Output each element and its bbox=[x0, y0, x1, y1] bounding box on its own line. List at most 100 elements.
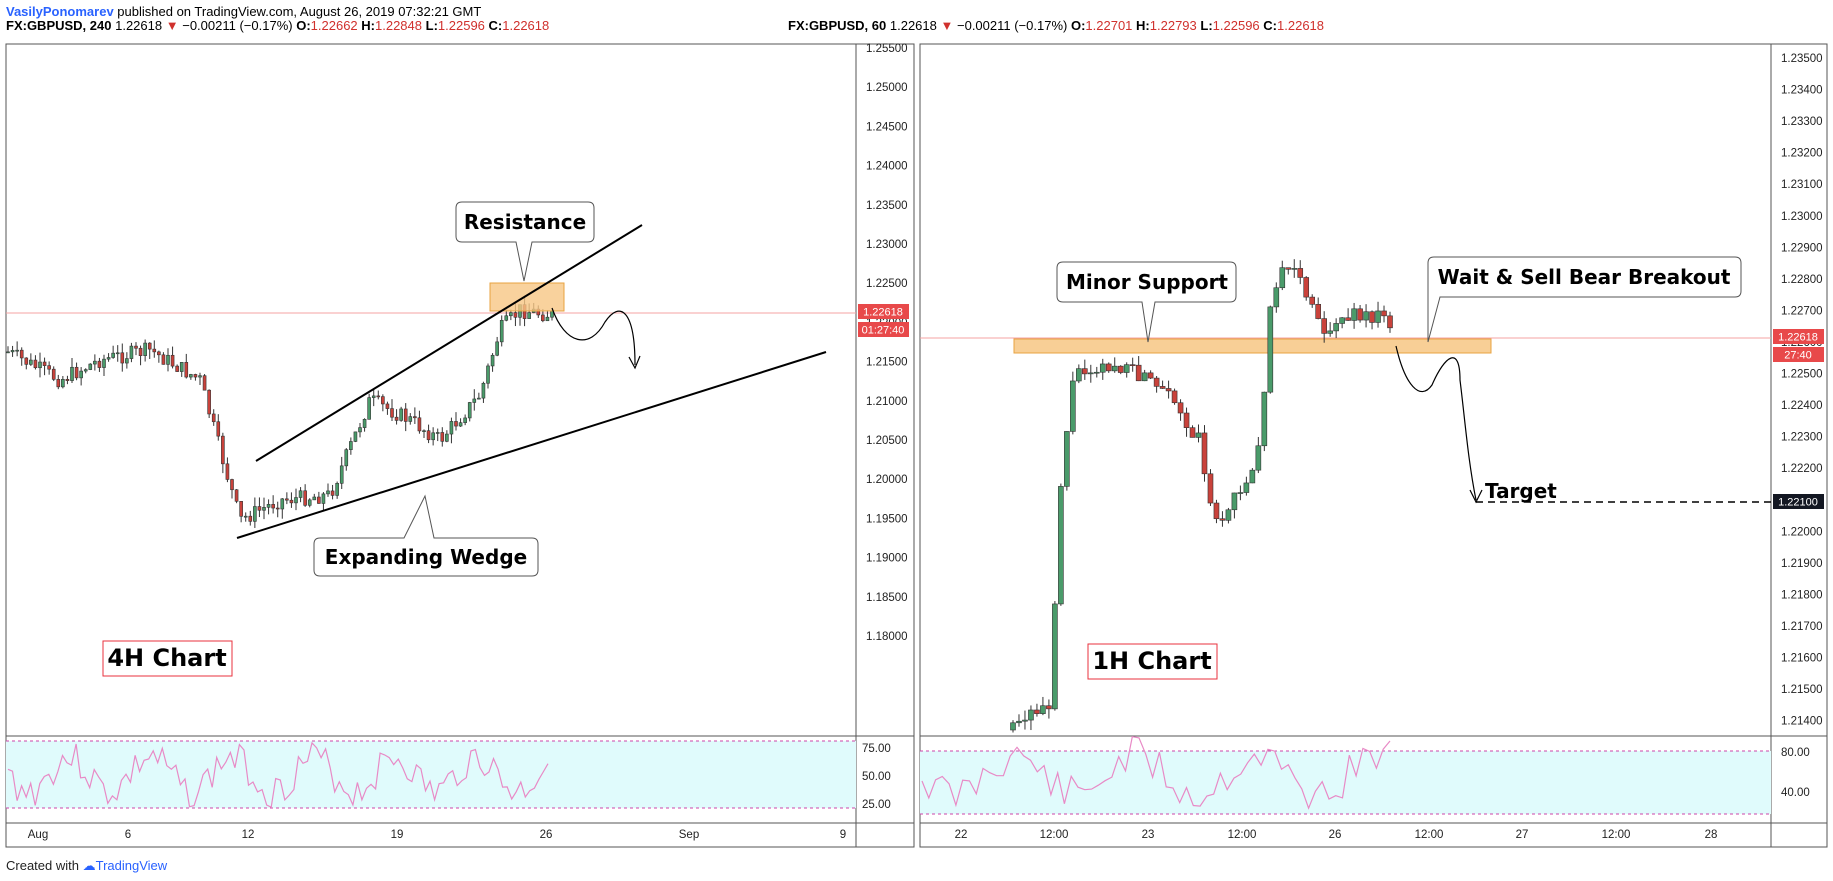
c-label: C: bbox=[1263, 18, 1278, 33]
candle-down bbox=[381, 396, 385, 405]
candle-down bbox=[24, 357, 29, 365]
l-1h: 1.22596 bbox=[1212, 18, 1260, 33]
price-tick: 1.23000 bbox=[866, 239, 908, 251]
sell-label: Wait & Sell Bear Breakout bbox=[1438, 265, 1731, 289]
candle-down bbox=[1034, 709, 1040, 714]
price-tick: 1.21500 bbox=[866, 357, 908, 369]
chart-4h[interactable]: Resistance Expanding Wedge 4H Chart 1.25… bbox=[5, 43, 915, 848]
time-tick: Aug bbox=[28, 829, 48, 841]
candle-down bbox=[1171, 390, 1178, 404]
candle-up bbox=[294, 497, 298, 504]
candle-up bbox=[1243, 482, 1250, 493]
resistance-label: Resistance bbox=[464, 210, 586, 234]
tradingview-link[interactable]: TradingView bbox=[95, 858, 168, 873]
time-axis-4h[interactable]: Aug 6 12 19 26 Sep 9 bbox=[28, 829, 846, 841]
candle-down bbox=[97, 360, 102, 368]
candle-up bbox=[353, 431, 358, 442]
last-1h: 1.22618 bbox=[889, 18, 937, 33]
price-tick: 1.25000 bbox=[866, 82, 908, 94]
support-zone bbox=[1013, 338, 1492, 354]
rsi-tick: 75.00 bbox=[862, 743, 891, 755]
candle-up bbox=[1273, 287, 1280, 308]
candle-down bbox=[440, 432, 445, 442]
time-tick: 19 bbox=[391, 829, 404, 841]
candle-up bbox=[1070, 380, 1076, 432]
candle-down bbox=[19, 349, 24, 359]
candle-up bbox=[1351, 308, 1357, 321]
candle-down bbox=[257, 506, 262, 511]
time-tick: 12:00 bbox=[1228, 829, 1257, 841]
candle-up bbox=[1010, 722, 1016, 731]
candle-down bbox=[202, 375, 207, 391]
price-tick: 1.21800 bbox=[1781, 589, 1823, 601]
author-link[interactable]: VasilyPonomarev bbox=[6, 4, 114, 19]
candle-down bbox=[1309, 296, 1316, 305]
timer-tag-4h-text: 01:27:40 bbox=[862, 325, 905, 337]
candle-up bbox=[1141, 372, 1148, 382]
candle-up bbox=[15, 349, 19, 352]
rsi-line-1h bbox=[921, 736, 1391, 810]
arrow-head-icon bbox=[1469, 489, 1483, 504]
candle-up bbox=[472, 398, 477, 403]
candle-up bbox=[367, 397, 371, 420]
price-tick: 1.21000 bbox=[866, 396, 908, 408]
candle-down bbox=[51, 368, 56, 380]
candle-up bbox=[102, 358, 106, 368]
candle-up bbox=[1052, 603, 1058, 710]
candle-up bbox=[179, 362, 184, 372]
candle-down bbox=[1381, 310, 1387, 317]
price-tick: 1.22800 bbox=[1781, 274, 1823, 286]
candle-down bbox=[285, 498, 289, 501]
price-tick: 1.22200 bbox=[1781, 463, 1823, 475]
candle-down bbox=[239, 501, 243, 517]
chart-1h[interactable]: Target Minor Support Wait & Sell Bear Br… bbox=[919, 43, 1828, 848]
candle-up bbox=[1064, 431, 1070, 487]
price-tick: 1.20500 bbox=[866, 435, 908, 447]
candle-up bbox=[499, 319, 504, 343]
candle-up bbox=[83, 369, 88, 372]
time-axis-1h[interactable]: 22 12:00 23 12:00 26 12:00 27 12:00 28 bbox=[955, 829, 1718, 841]
candle-up bbox=[1339, 317, 1345, 324]
chart-label-1h-text: 1H Chart bbox=[1092, 647, 1211, 675]
price-axis-4h[interactable]: 1.25500 1.25000 1.24500 1.24000 1.23500 1.230… bbox=[866, 43, 908, 643]
candle-up bbox=[10, 350, 15, 353]
candle-down bbox=[1201, 432, 1208, 475]
candle-down bbox=[216, 421, 221, 437]
candle-down bbox=[1207, 473, 1214, 504]
wedge-upper-line bbox=[255, 224, 643, 462]
candle-down bbox=[207, 389, 211, 415]
rsi-tick: 50.00 bbox=[862, 771, 891, 783]
candle-up bbox=[371, 395, 376, 398]
h-label: H: bbox=[1136, 18, 1150, 33]
price-tag-1h-text: 1.22618 bbox=[1778, 332, 1818, 344]
publish-header: VasilyPonomarev published on TradingView… bbox=[6, 4, 481, 19]
candle-down bbox=[138, 347, 143, 356]
price-axis-1h[interactable]: 1.23500 1.23400 1.23300 1.23200 1.23100 1.230… bbox=[1781, 53, 1823, 728]
candle-up bbox=[1111, 365, 1118, 372]
candle-up bbox=[358, 427, 362, 433]
candle-up bbox=[1225, 509, 1232, 521]
candle-down bbox=[1369, 311, 1375, 323]
candle-up bbox=[298, 490, 303, 498]
candle-down bbox=[221, 435, 225, 465]
candle-up bbox=[6, 351, 10, 354]
time-tick: 26 bbox=[1329, 829, 1342, 841]
rsi-tick: 80.00 bbox=[1781, 747, 1810, 759]
candle-down bbox=[1303, 277, 1310, 298]
price-tick: 1.21700 bbox=[1781, 621, 1823, 633]
price-tick: 1.23100 bbox=[1781, 179, 1823, 191]
l-label: L: bbox=[1200, 18, 1213, 33]
candle-up bbox=[166, 354, 170, 365]
price-tick: 1.18500 bbox=[866, 592, 908, 604]
candle-up bbox=[143, 342, 147, 356]
change-4h: −0.00211 (−0.17%) bbox=[182, 18, 293, 33]
candle-up bbox=[1255, 445, 1262, 471]
h-label: H: bbox=[361, 18, 375, 33]
candle-up bbox=[1028, 709, 1034, 721]
sell-callout: Wait & Sell Bear Breakout bbox=[1427, 256, 1742, 343]
candle-up bbox=[495, 341, 499, 356]
down-arrow-icon: ▼ bbox=[165, 18, 179, 33]
candle-up bbox=[408, 416, 413, 422]
candle-down bbox=[1159, 386, 1166, 389]
